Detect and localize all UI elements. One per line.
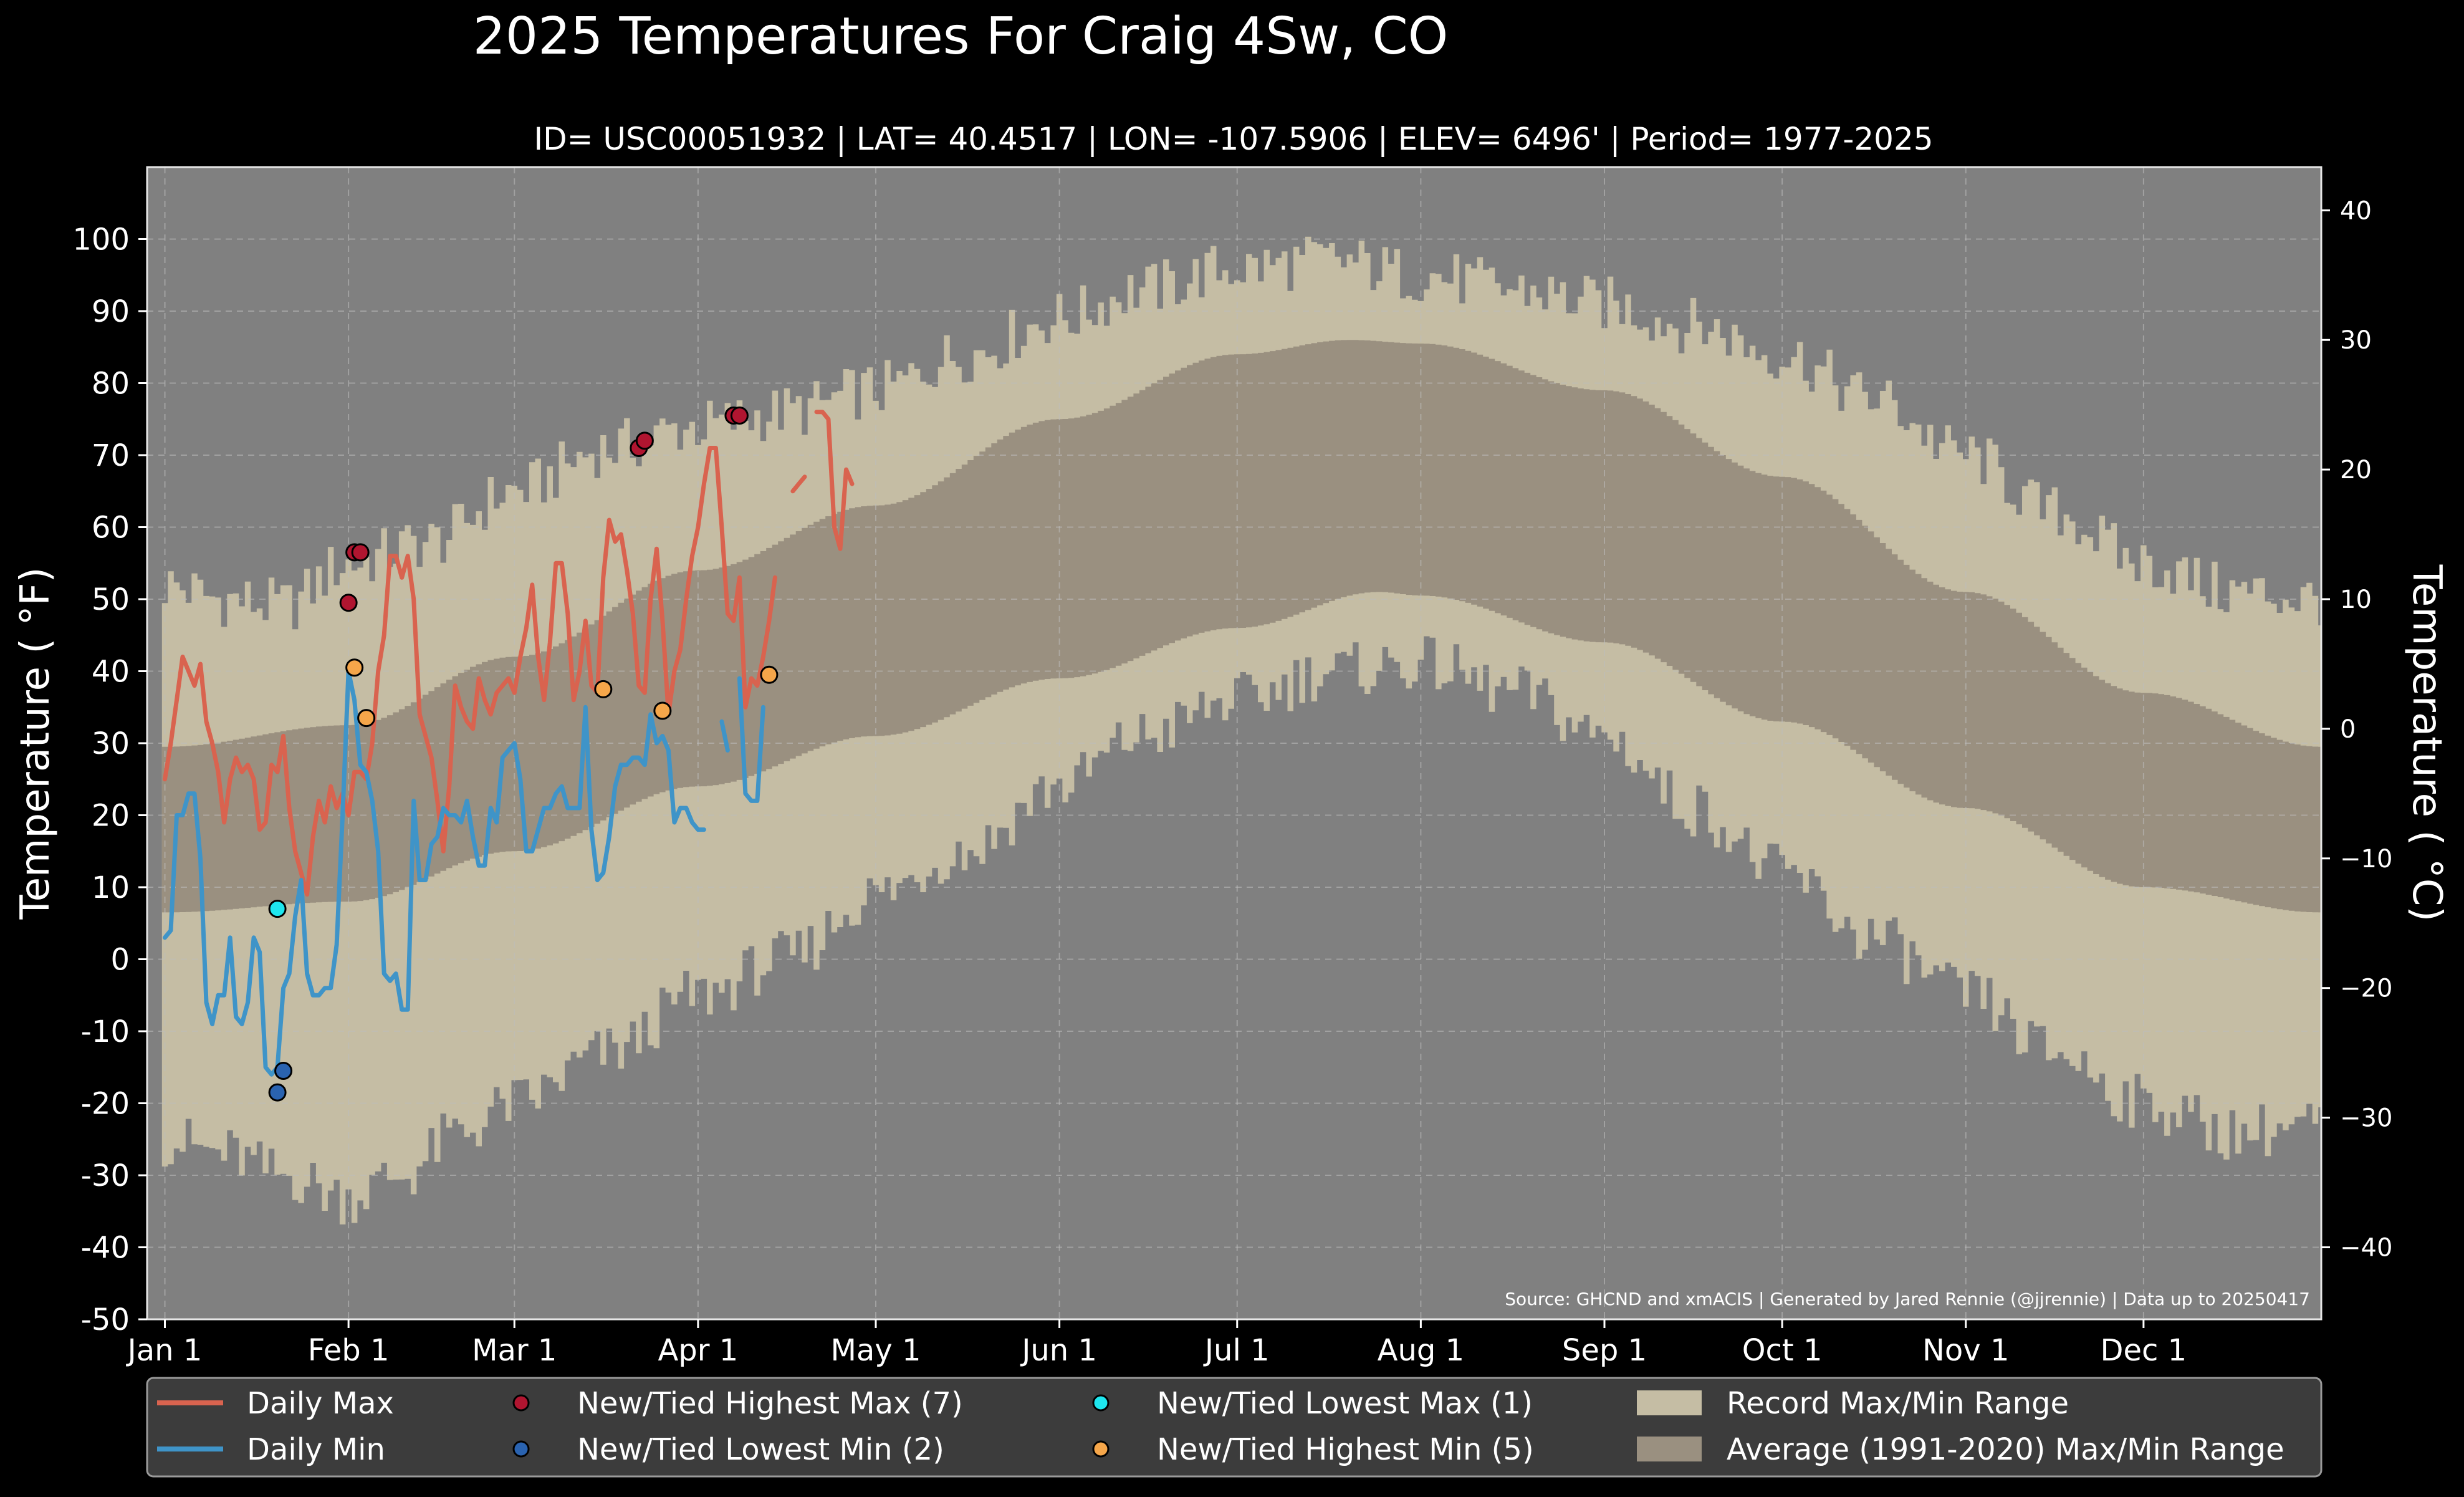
record-markers bbox=[268, 406, 779, 1102]
legend-box bbox=[146, 1377, 2323, 1478]
y-tick-label: -10 bbox=[81, 1014, 130, 1049]
y-tick-label-right: −30 bbox=[2340, 1104, 2392, 1133]
y-tick-label-right: −20 bbox=[2340, 975, 2392, 1003]
y-tick-label: 40 bbox=[92, 655, 130, 690]
legend: Daily Max Daily Min New/Tied Highest Max (… bbox=[157, 1386, 2284, 1467]
x-tick-label: May 1 bbox=[830, 1333, 921, 1368]
x-tick-label: Oct 1 bbox=[1742, 1333, 1823, 1368]
x-tick-label: Aug 1 bbox=[1378, 1333, 1465, 1368]
y-tick-label: -30 bbox=[81, 1158, 130, 1193]
grid bbox=[147, 167, 2321, 1319]
legend-label: Daily Min bbox=[247, 1432, 385, 1467]
x-axis: Jan 1 Feb 1 Mar 1 Apr 1 May 1 Jun 1 Jul 1 Aug 1… bbox=[126, 1319, 2187, 1368]
y-tick-label-right: 30 bbox=[2340, 326, 2372, 355]
y-tick-label: 100 bbox=[72, 223, 130, 258]
y-tick-label: 0 bbox=[110, 943, 130, 978]
legend-marker-swatch bbox=[512, 1440, 530, 1458]
y-tick-label-right: −10 bbox=[2340, 845, 2392, 874]
daily-min-line bbox=[163, 669, 706, 1077]
legend-label: New/Tied Highest Max (7) bbox=[577, 1386, 963, 1421]
daily-max-line bbox=[790, 474, 807, 494]
y-axis-label-right: Temperature ( °C) bbox=[2404, 564, 2450, 922]
daily-max-line bbox=[163, 446, 777, 897]
record-low-max-marker bbox=[268, 900, 287, 918]
daily-min-line bbox=[719, 719, 730, 753]
y-tick-label-right: 20 bbox=[2340, 456, 2372, 484]
record-high-min-marker bbox=[653, 701, 672, 720]
legend-label: Average (1991-2020) Max/Min Range bbox=[1727, 1432, 2284, 1467]
legend-label: New/Tied Lowest Min (2) bbox=[577, 1432, 944, 1467]
record-low-min-marker bbox=[268, 1083, 287, 1102]
x-tick-label: Feb 1 bbox=[308, 1333, 390, 1368]
x-tick-label: Nov 1 bbox=[1922, 1333, 2009, 1368]
x-tick-label: Apr 1 bbox=[658, 1333, 738, 1368]
daily-min-line bbox=[737, 676, 765, 803]
y-tick-label: 30 bbox=[92, 726, 130, 761]
daily-max-line bbox=[814, 410, 855, 551]
legend-patch-swatch bbox=[1637, 1437, 1702, 1461]
y-tick-label-right: −40 bbox=[2340, 1234, 2392, 1263]
record-low-min-marker bbox=[274, 1062, 293, 1081]
record-high-min-marker bbox=[594, 680, 613, 698]
y-tick-label: 70 bbox=[92, 438, 130, 473]
y-axis-left: -50 -40 -30 -20 -10 0 10 20 30 40 50 60 70 80 90 100 bbox=[72, 223, 147, 1337]
series bbox=[163, 410, 855, 1077]
record-high-max-marker bbox=[730, 406, 749, 425]
y-tick-label: 90 bbox=[92, 294, 130, 329]
legend-label: Record Max/Min Range bbox=[1727, 1386, 2069, 1421]
y-tick-label-right: 40 bbox=[2340, 196, 2372, 225]
y-tick-label-right: 0 bbox=[2340, 715, 2356, 744]
legend-label: Daily Max bbox=[247, 1386, 394, 1421]
y-tick-label: -50 bbox=[81, 1302, 130, 1337]
y-axis-label-left: Temperature ( °F) bbox=[12, 567, 59, 920]
legend-patch-swatch bbox=[1637, 1390, 1702, 1415]
record-high-min-marker bbox=[345, 658, 364, 677]
x-tick-label: Jul 1 bbox=[1203, 1333, 1270, 1368]
record-high-min-marker bbox=[760, 665, 779, 684]
y-tick-label-right: 10 bbox=[2340, 585, 2372, 614]
legend-label: New/Tied Lowest Max (1) bbox=[1157, 1386, 1533, 1421]
y-tick-label: -40 bbox=[81, 1231, 130, 1266]
x-tick-label: Dec 1 bbox=[2101, 1333, 2187, 1368]
y-tick-label: 60 bbox=[92, 511, 130, 546]
x-tick-label: Sep 1 bbox=[1562, 1333, 1647, 1368]
legend-marker-swatch bbox=[1092, 1394, 1110, 1412]
y-tick-label: -20 bbox=[81, 1087, 130, 1122]
x-tick-label: Mar 1 bbox=[472, 1333, 557, 1368]
y-tick-label: 10 bbox=[92, 870, 130, 905]
y-tick-label: 50 bbox=[92, 582, 130, 617]
record-high-max-marker bbox=[339, 594, 358, 612]
record-high-min-marker bbox=[357, 709, 376, 728]
source-note: Source: GHCND and xmACIS | Generated by … bbox=[1505, 1289, 2310, 1309]
legend-marker-swatch bbox=[1092, 1440, 1110, 1458]
chart-subtitle: ID= USC00051932 | LAT= 40.4517 | LON= -1… bbox=[534, 121, 1933, 157]
legend-marker-swatch bbox=[512, 1394, 530, 1412]
x-tick-label: Jan 1 bbox=[126, 1333, 203, 1368]
chart-title: 2025 Temperatures For Craig 4Sw, CO bbox=[473, 7, 1449, 66]
normal-range-band bbox=[161, 340, 2321, 913]
x-tick-label: Jun 1 bbox=[1020, 1333, 1097, 1368]
record-high-max-marker bbox=[351, 543, 370, 562]
y-tick-label: 20 bbox=[92, 799, 130, 834]
record-high-max-marker bbox=[635, 431, 654, 450]
legend-label: New/Tied Highest Min (5) bbox=[1157, 1432, 1534, 1467]
y-tick-label: 80 bbox=[92, 367, 130, 402]
y-axis-right: −40 −30 −20 −10 0 10 20 30 40 bbox=[2321, 196, 2392, 1263]
